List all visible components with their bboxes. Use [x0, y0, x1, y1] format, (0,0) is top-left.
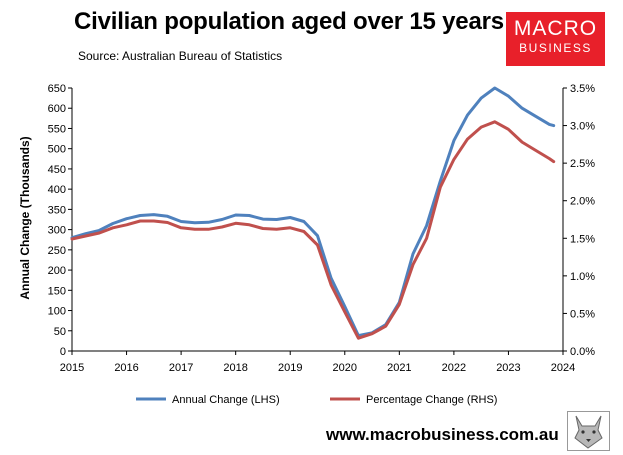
x-tick-label: 2023	[496, 362, 520, 374]
right-tick-label: 0.0%	[570, 346, 595, 358]
x-tick-label: 2020	[333, 362, 357, 374]
right-tick-label: 3.5%	[570, 83, 595, 95]
x-tick-label: 2021	[387, 362, 411, 374]
right-tick-label: 0.5%	[570, 308, 595, 320]
right-tick-label: 2.0%	[570, 196, 595, 208]
left-tick-label: 0	[60, 346, 66, 358]
left-tick-label: 500	[48, 144, 66, 156]
left-tick-label: 550	[48, 123, 66, 135]
left-tick-label: 350	[48, 204, 66, 216]
right-tick-label: 1.5%	[570, 233, 595, 245]
x-tick-label: 2019	[278, 362, 302, 374]
legend: Annual Change (LHS) Percentage Change (RH…	[136, 394, 497, 406]
left-tick-label: 300	[48, 225, 66, 237]
logo-line-1: MACRO	[513, 17, 598, 40]
annual-change-line	[70, 86, 556, 338]
x-tick-label: 2022	[442, 362, 466, 374]
x-tick-label: 2017	[169, 362, 193, 374]
left-tick-label: 250	[48, 245, 66, 257]
chart-title: Civilian population aged over 15 years	[74, 8, 504, 35]
x-tick-label: 2015	[60, 362, 84, 374]
series-layer	[70, 86, 556, 340]
macrobusiness-logo: MACRO BUSINESS	[506, 12, 605, 66]
y-axis-label: Annual Change (Thousands)	[18, 136, 32, 299]
x-tick-label: 2024	[551, 362, 575, 374]
left-tick-label: 400	[48, 184, 66, 196]
right-tick-label: 1.0%	[570, 271, 595, 283]
left-tick-label: 600	[48, 103, 66, 115]
x-tick-label: 2016	[114, 362, 138, 374]
footer-url: www.macrobusiness.com.au	[326, 425, 559, 444]
legend-percent-label: Percentage Change (RHS)	[366, 394, 497, 406]
left-tick-label: 100	[48, 306, 66, 318]
legend-annual-label: Annual Change (LHS)	[172, 394, 280, 406]
left-tick-label: 650	[48, 83, 66, 95]
left-tick-label: 50	[54, 326, 66, 338]
x-tick-label: 2018	[223, 362, 247, 374]
right-tick-label: 3.0%	[570, 121, 595, 133]
chart-source: Source: Australian Bureau of Statistics	[78, 49, 283, 63]
percentage-change-line	[70, 120, 556, 340]
left-tick-label: 150	[48, 285, 66, 297]
logo-line-2: BUSINESS	[519, 41, 592, 55]
right-tick-label: 2.5%	[570, 158, 595, 170]
left-tick-label: 200	[48, 265, 66, 277]
axes: 0 50 100 150 200 250 300 350 400 450 500 550 600 650 0…	[48, 83, 596, 374]
left-tick-label: 450	[48, 164, 66, 176]
wolf-logo-icon	[567, 411, 610, 451]
